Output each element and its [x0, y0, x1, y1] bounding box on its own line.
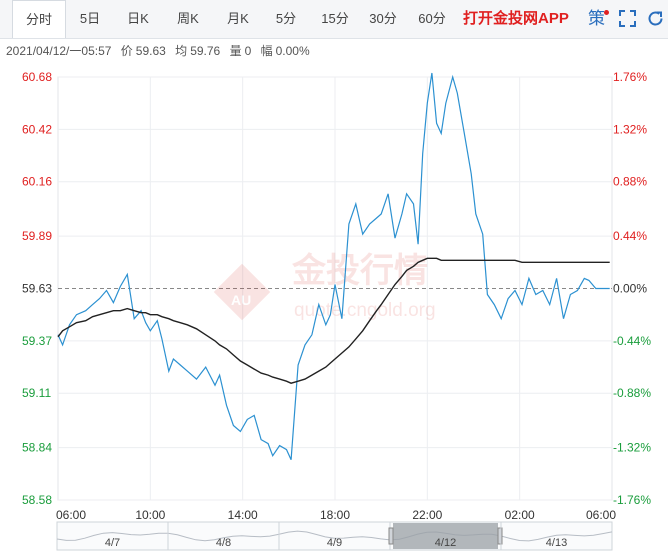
- y-tick-label-left: 60.16: [22, 175, 52, 189]
- y-tick-label-right: -1.76%: [613, 493, 651, 507]
- average-series-line: [57, 257, 610, 384]
- notification-dot: [604, 10, 609, 15]
- tab-daily-k[interactable]: 日K: [127, 11, 149, 26]
- x-tick-label: 02:00: [505, 508, 535, 522]
- tab-weekly-k[interactable]: 周K: [177, 11, 199, 26]
- navigator-day-label: 4/12: [435, 537, 456, 549]
- y-tick-label-left: 60.42: [22, 122, 52, 136]
- volume-value: 0: [244, 44, 252, 58]
- x-tick-label: 06:00: [56, 508, 86, 522]
- navigator-day-label: 4/7: [105, 537, 120, 549]
- y-tick-label-right: -1.32%: [613, 441, 651, 455]
- tab-60min[interactable]: 60分: [418, 11, 446, 26]
- tab-monthly-k[interactable]: 月K: [227, 11, 249, 26]
- refresh-icon[interactable]: [646, 9, 665, 28]
- change-value: 0.00%: [275, 44, 310, 58]
- y-tick-label-left: 59.63: [22, 282, 52, 296]
- navigator-day-label: 4/13: [546, 537, 567, 549]
- y-tick-label-left: 58.58: [22, 493, 52, 507]
- y-tick-label-left: 59.37: [22, 334, 52, 348]
- price-series-line: [57, 72, 610, 460]
- open-app-link[interactable]: 打开金投网APP: [463, 10, 569, 27]
- x-tick-label: 10:00: [135, 508, 165, 522]
- navigator-day-label: 4/8: [216, 537, 231, 549]
- chart-period-tabbar: 分时 5日 日K 周K 月K 5分 15分 30分 60分 打开金投网APP 策: [0, 0, 668, 39]
- navigator-right-handle[interactable]: [497, 527, 503, 545]
- change-label: 幅: [260, 44, 273, 58]
- navigator-strip: [56, 521, 613, 551]
- volume-label: 量: [229, 44, 242, 58]
- x-tick-label: 14:00: [228, 508, 258, 522]
- navigator-left-handle[interactable]: [388, 527, 394, 545]
- watermark-cn-text: 金投行情: [291, 251, 428, 291]
- navigator-day-label: 4/9: [327, 537, 342, 549]
- y-tick-label-right: 0.00%: [613, 282, 647, 296]
- tab-15min[interactable]: 15分: [321, 11, 349, 26]
- avg-label: 均: [175, 44, 188, 58]
- y-tick-label-left: 59.89: [22, 229, 52, 243]
- fullscreen-icon[interactable]: [619, 10, 636, 27]
- tab-5min[interactable]: 5分: [275, 11, 297, 26]
- tab-30min[interactable]: 30分: [369, 11, 397, 26]
- y-tick-label-right: 1.76%: [613, 70, 647, 84]
- y-tick-label-right: 1.32%: [613, 122, 647, 136]
- navigator-selected-window[interactable]: [393, 523, 498, 549]
- y-tick-label-left: 58.84: [22, 441, 52, 455]
- x-tick-label: 18:00: [320, 508, 350, 522]
- y-tick-label-right: 0.44%: [613, 229, 647, 243]
- watermark-logo-text: AU: [231, 292, 251, 308]
- avg-value: 59.76: [190, 44, 221, 58]
- y-tick-label-right: -0.88%: [613, 386, 651, 400]
- y-tick-label-left: 60.68: [22, 70, 52, 84]
- quote-datetime: 2021/04/12/一05:57: [6, 44, 112, 58]
- y-tick-label-right: -0.44%: [613, 334, 651, 348]
- tab-intraday[interactable]: 分时: [12, 0, 66, 38]
- y-tick-label-right: 0.88%: [613, 175, 647, 189]
- x-tick-label: 22:00: [412, 508, 442, 522]
- price-label: 价: [120, 44, 133, 58]
- x-tick-label: 06:00: [586, 508, 616, 522]
- strategy-button[interactable]: 策: [588, 9, 605, 28]
- price-value: 59.63: [135, 44, 166, 58]
- tab-5day[interactable]: 5日: [79, 11, 101, 26]
- y-tick-label-left: 59.11: [22, 386, 51, 400]
- navigator-mini-line: [56, 530, 613, 542]
